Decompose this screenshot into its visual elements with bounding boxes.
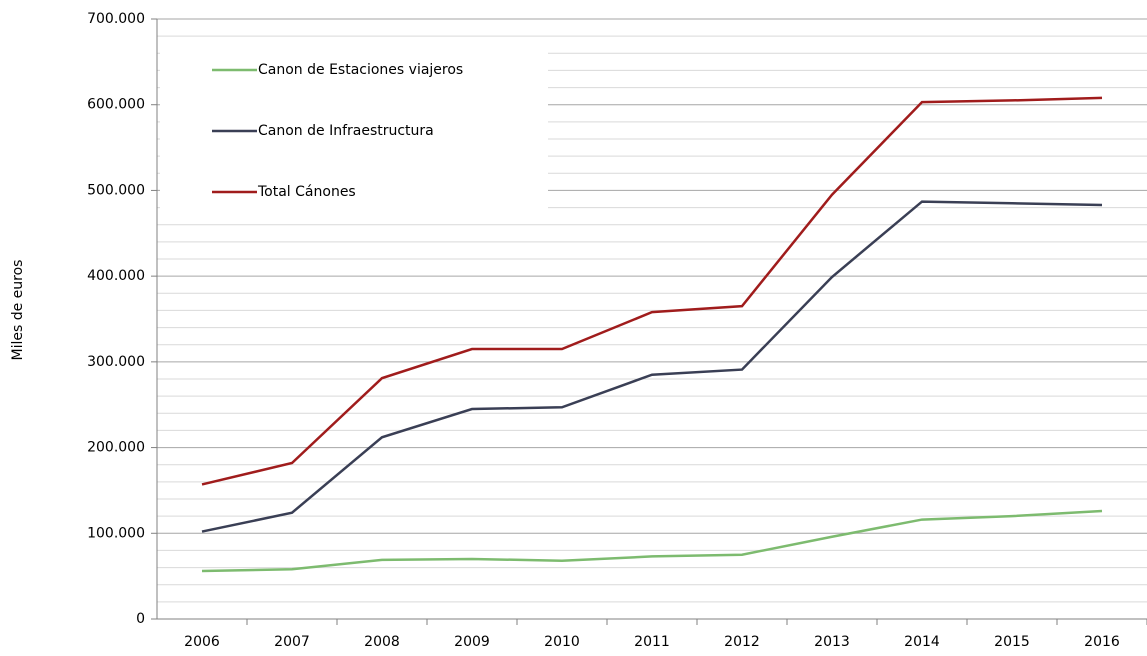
y-tick-label: 700.000	[87, 11, 145, 27]
x-tick-label: 2014	[904, 634, 940, 650]
line-series	[201, 200, 1103, 533]
x-tick-label: 2015	[994, 634, 1030, 650]
x-tick-label: 2009	[454, 634, 490, 650]
y-tick-label: 400.000	[87, 268, 145, 284]
line-series	[201, 96, 1103, 486]
x-tick-label: 2016	[1084, 634, 1120, 650]
legend-box	[160, 38, 548, 210]
x-tick-label: 2010	[544, 634, 580, 650]
legend-label: Canon de Estaciones viajeros	[258, 62, 463, 78]
y-tick-label: 100.000	[87, 525, 145, 541]
x-tick-label: 2008	[364, 634, 400, 650]
y-axis-label: Miles de euros	[10, 260, 26, 361]
y-tick-label: 300.000	[87, 354, 145, 370]
x-tick-label: 2012	[724, 634, 760, 650]
y-tick-label: 500.000	[87, 182, 145, 198]
x-tick-label: 2013	[814, 634, 850, 650]
legend-label: Canon de Infraestructura	[258, 123, 434, 139]
line-series	[201, 509, 1103, 573]
x-tick-label: 2006	[184, 634, 220, 650]
x-tick-label: 2007	[274, 634, 310, 650]
legend-label: Total Cánones	[257, 184, 356, 200]
x-tick-label: 2011	[634, 634, 670, 650]
y-tick-label: 600.000	[87, 97, 145, 113]
y-tick-label: 0	[136, 611, 145, 627]
y-tick-label: 200.000	[87, 440, 145, 456]
